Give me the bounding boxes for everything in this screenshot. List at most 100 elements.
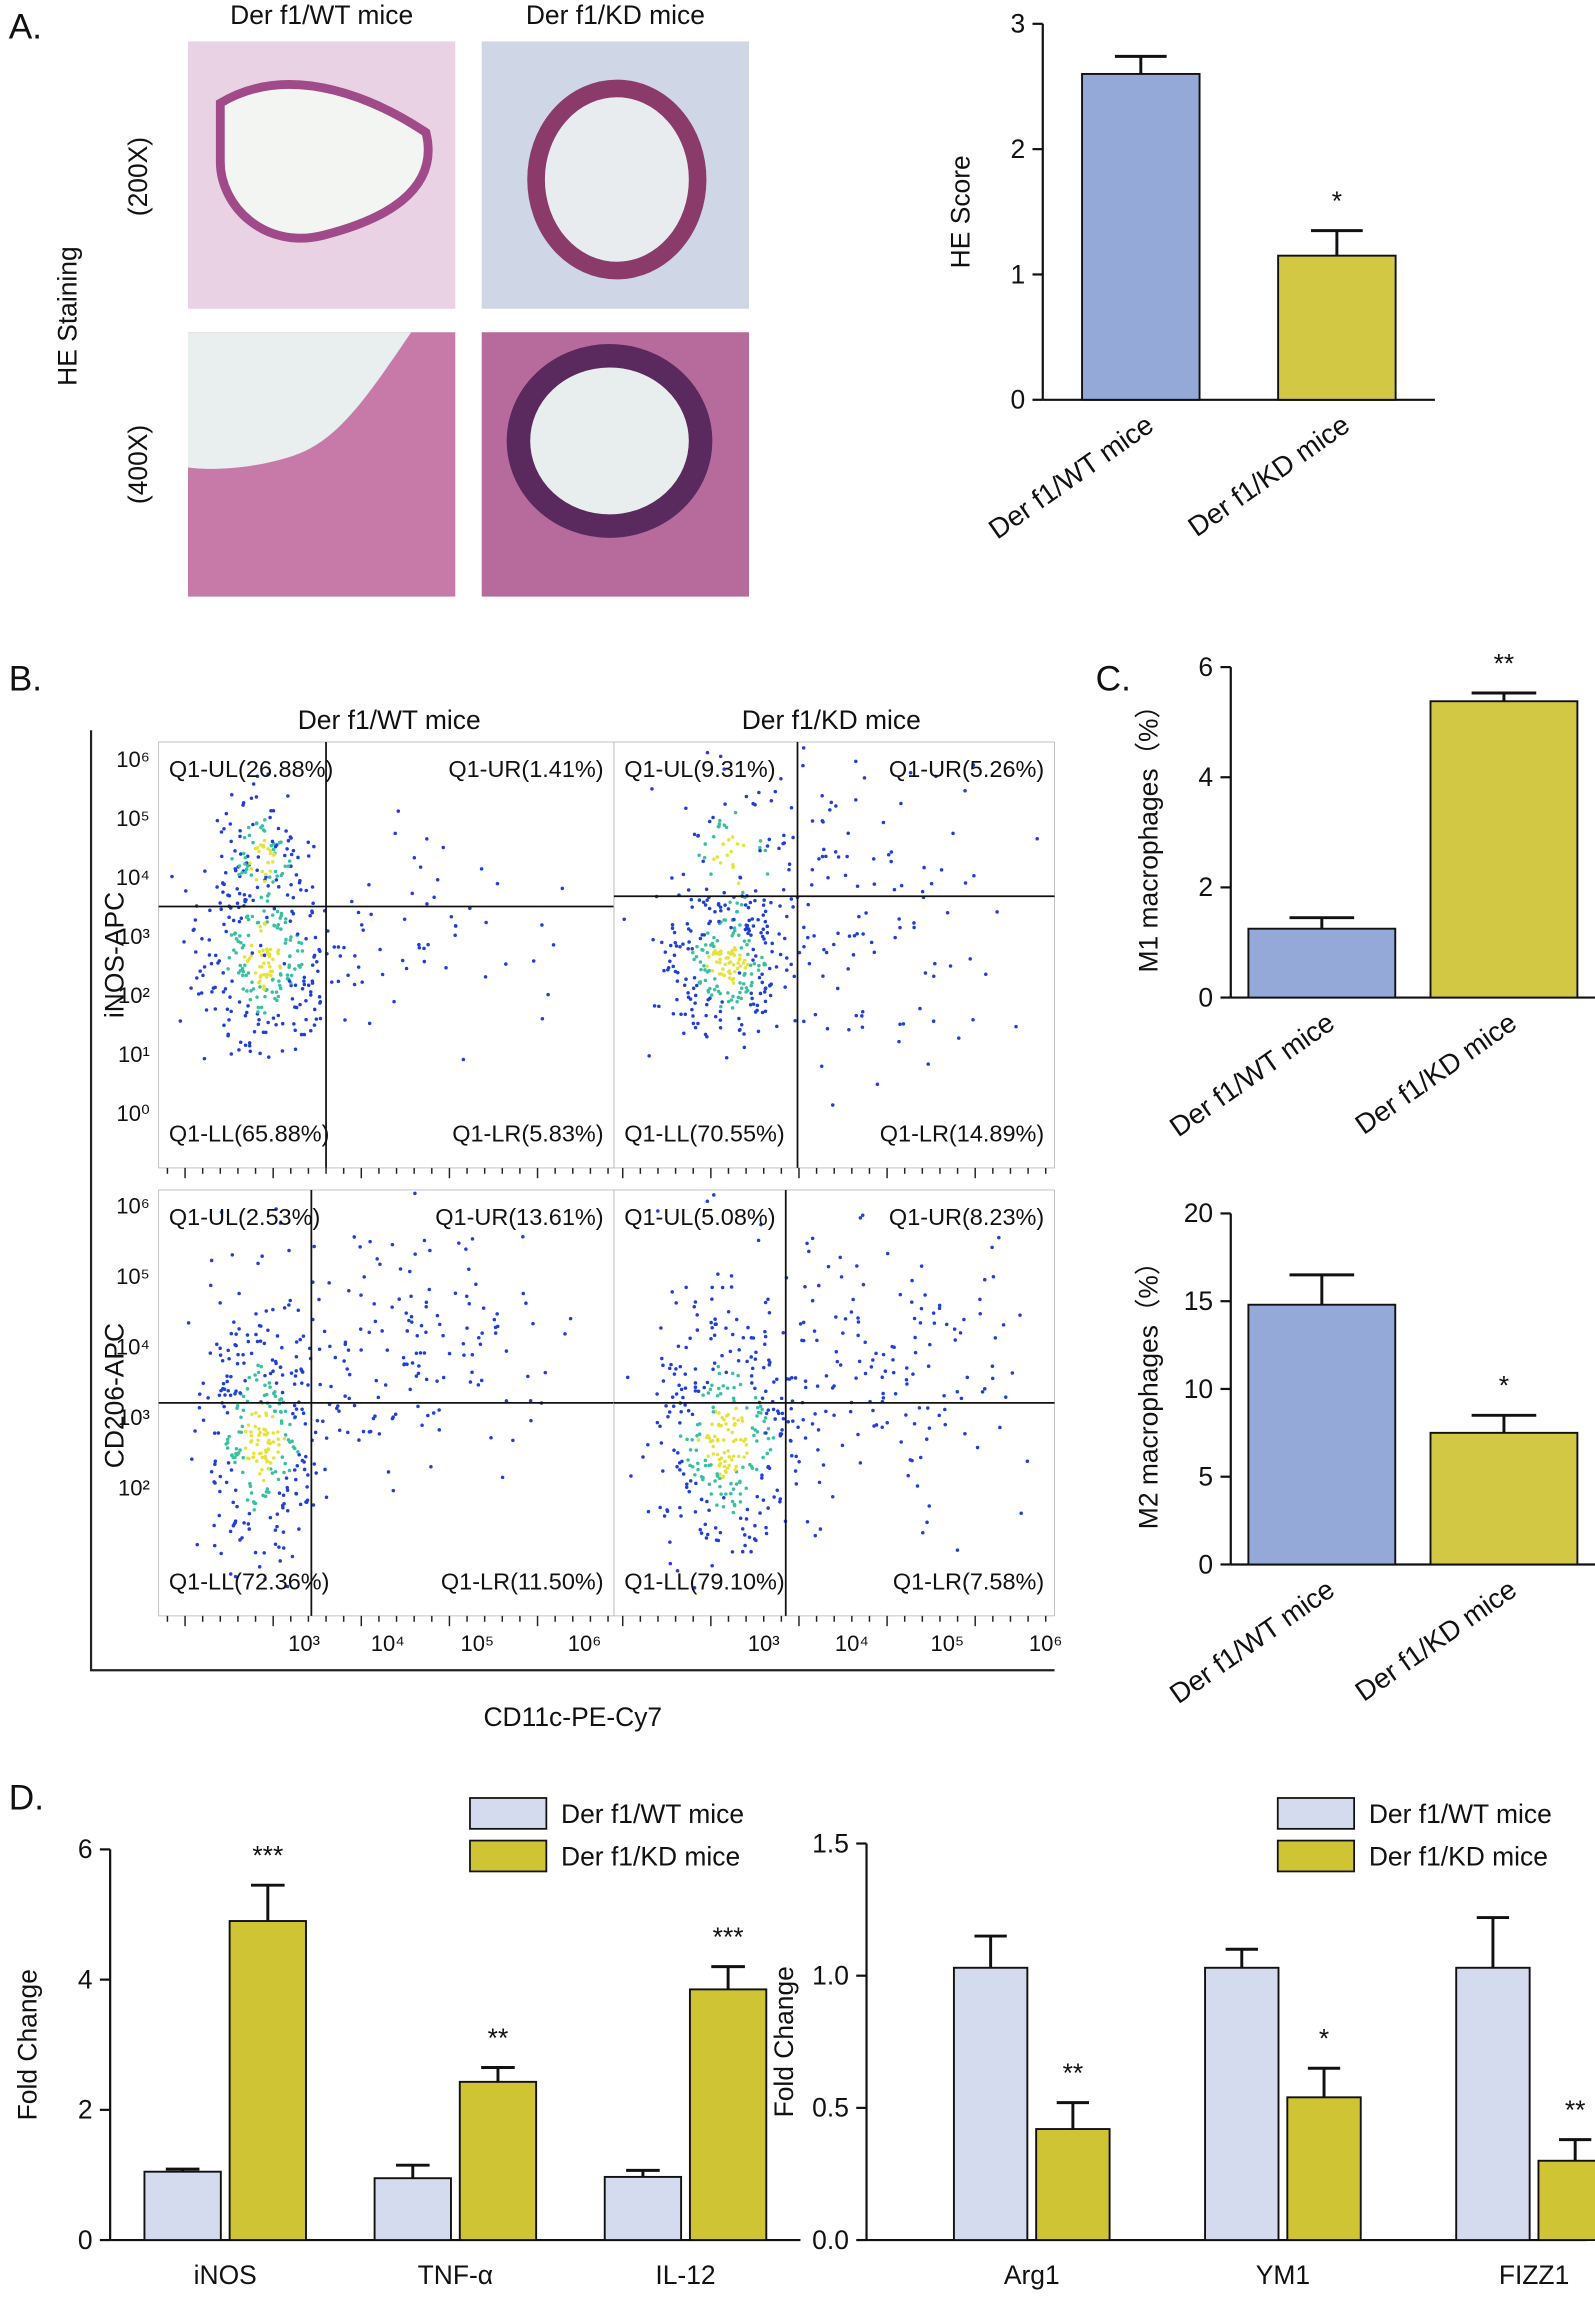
event-dot xyxy=(912,925,916,930)
event-dot xyxy=(855,932,859,936)
event-dot xyxy=(749,972,754,976)
event-dot xyxy=(231,1523,236,1528)
event-dot xyxy=(281,1530,286,1534)
event-dot xyxy=(531,1321,535,1326)
event-dot xyxy=(270,978,275,982)
event-dot xyxy=(241,1352,245,1357)
event-dot xyxy=(834,1350,839,1354)
event-dot xyxy=(677,1383,681,1388)
quadrant-label: Q1-UL(5.08%) xyxy=(624,1204,775,1230)
event-dot xyxy=(276,994,281,999)
event-dot xyxy=(720,1000,724,1004)
event-dot xyxy=(282,1436,287,1441)
event-dot xyxy=(712,987,717,992)
event-dot xyxy=(281,1546,286,1550)
event-dot xyxy=(869,940,874,945)
event-dot xyxy=(397,1297,401,1301)
event-dot xyxy=(857,1359,862,1364)
event-dot xyxy=(778,1497,783,1501)
event-dot xyxy=(197,1405,202,1410)
event-dot xyxy=(802,944,806,949)
event-dot xyxy=(753,1357,758,1361)
event-dot xyxy=(241,987,245,991)
event-dot xyxy=(500,1475,505,1480)
event-dot xyxy=(289,836,293,840)
event-dot xyxy=(295,932,300,936)
event-dot xyxy=(899,883,904,888)
event-dot xyxy=(685,922,690,926)
event-dot xyxy=(782,833,786,838)
event-dot xyxy=(402,1362,406,1367)
event-dot xyxy=(906,1473,911,1478)
event-dot xyxy=(758,991,763,996)
quadrant-label: Q1-UL(9.31%) xyxy=(624,756,775,782)
event-dot xyxy=(730,1371,735,1376)
event-dot xyxy=(356,910,361,915)
event-dot xyxy=(953,1338,958,1342)
event-dot xyxy=(298,878,302,883)
event-dot xyxy=(735,966,740,971)
event-dot xyxy=(704,1013,708,1018)
event-dot xyxy=(716,824,721,829)
event-dot xyxy=(787,862,792,866)
event-dot xyxy=(805,1519,810,1524)
event-dot xyxy=(721,842,725,846)
event-dot xyxy=(312,1462,317,1466)
event-dot xyxy=(257,949,262,954)
event-dot xyxy=(683,1012,688,1017)
event-dot xyxy=(825,1026,830,1031)
event-dot xyxy=(847,1027,851,1032)
event-dot xyxy=(298,1337,302,1342)
event-dot xyxy=(271,808,276,813)
event-dot xyxy=(687,940,691,944)
event-dot xyxy=(810,1298,815,1303)
event-dot xyxy=(955,1389,960,1394)
event-dot xyxy=(273,1542,278,1546)
event-dot xyxy=(740,1419,745,1423)
event-dot xyxy=(928,1342,932,1347)
event-dot xyxy=(308,913,312,918)
event-dot xyxy=(926,1364,931,1368)
event-dot xyxy=(275,1334,280,1338)
event-dot xyxy=(210,990,214,994)
event-dot xyxy=(301,1334,306,1338)
event-dot xyxy=(755,1494,760,1499)
event-dot xyxy=(314,1471,318,1475)
event-dot xyxy=(778,1499,782,1504)
event-dot xyxy=(225,1437,230,1442)
event-dot xyxy=(352,1235,357,1239)
event-dot xyxy=(881,1396,886,1400)
event-dot xyxy=(845,854,849,859)
event-dot xyxy=(718,1476,722,1481)
airway xyxy=(527,79,707,280)
event-dot xyxy=(995,910,999,914)
event-dot xyxy=(268,848,273,853)
event-dot xyxy=(690,947,694,951)
event-dot xyxy=(748,900,753,905)
event-dot xyxy=(304,937,308,941)
event-dot xyxy=(826,875,830,880)
y-tick-label: 0.0 xyxy=(812,2225,849,2255)
event-dot xyxy=(658,1505,662,1510)
event-dot xyxy=(298,1502,303,1507)
event-dot xyxy=(721,1474,726,1479)
event-dot xyxy=(744,990,748,994)
event-dot xyxy=(401,1355,406,1360)
event-dot xyxy=(745,1359,749,1364)
event-dot xyxy=(276,922,281,927)
event-dot xyxy=(750,980,754,985)
event-dot xyxy=(692,1586,697,1590)
x-tick-label: Der f1/KD mice xyxy=(1349,1006,1522,1140)
y-tick-label: 4 xyxy=(1198,762,1213,792)
event-dot xyxy=(716,903,721,907)
event-dot xyxy=(764,1411,769,1416)
bar xyxy=(1081,72,1201,401)
event-dot xyxy=(306,1383,310,1387)
event-dot xyxy=(742,939,747,943)
event-dot xyxy=(254,795,259,799)
event-dot xyxy=(271,1369,275,1373)
y-tick-label: 10⁵ xyxy=(116,1264,150,1289)
event-dot xyxy=(273,1394,278,1398)
event-dot xyxy=(709,1492,714,1496)
event-dot xyxy=(932,974,936,979)
